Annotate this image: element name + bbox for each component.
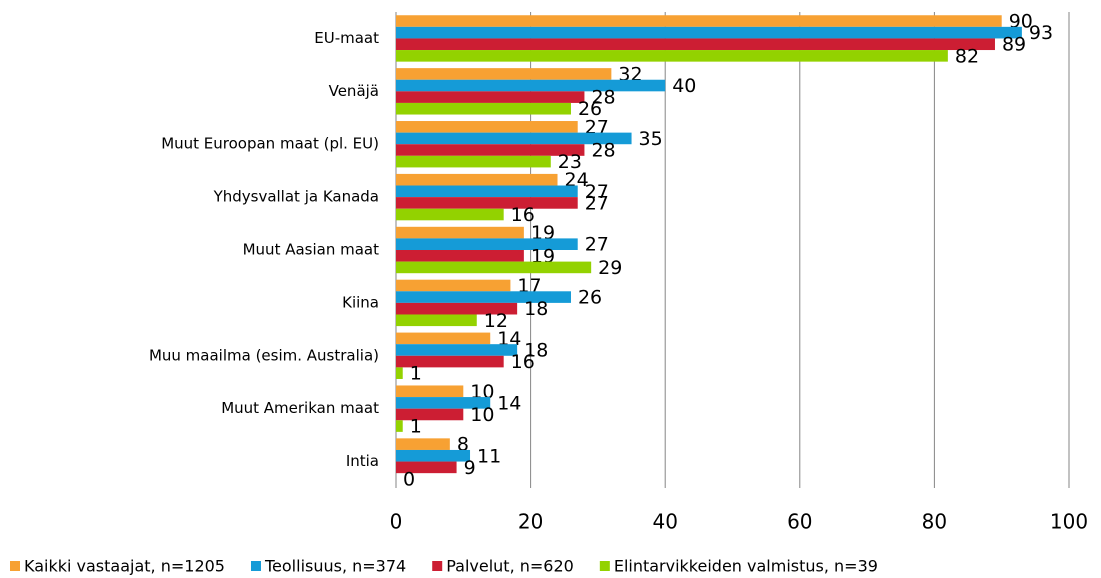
y-tick-label: Venäjä [329,82,379,100]
data-label: 27 [585,181,609,203]
bar [396,38,995,51]
data-label: 23 [558,151,582,173]
data-label: 40 [672,75,696,97]
data-label: 26 [578,287,602,309]
data-label: 82 [955,45,979,67]
bar [396,344,518,356]
bar [396,302,518,315]
bar [396,50,948,62]
bar [396,208,504,221]
data-label: 26 [578,98,602,120]
legend-label: Teollisuus, n=374 [264,557,406,576]
data-label: 0 [403,468,415,490]
bar [396,397,491,409]
data-label: 89 [1002,34,1026,56]
bar [396,197,578,209]
bar [396,144,585,156]
data-label: 93 [1029,22,1053,44]
data-label: 11 [477,445,501,467]
bar [396,155,551,168]
x-tick-label: 60 [787,510,812,534]
bar [396,291,571,303]
bar [396,15,1002,27]
data-label: 27 [585,192,609,214]
data-label: 16 [511,351,535,373]
legend-label: Elintarvikkeiden valmistus, n=39 [614,557,878,576]
bar [396,250,524,262]
bar [396,132,632,145]
data-label: 10 [470,404,494,426]
bar [396,26,1022,39]
bar [396,238,578,250]
bar [396,173,558,186]
data-label: 9 [464,457,476,479]
bar [396,385,464,398]
data-label: 12 [484,310,508,332]
data-label: 28 [591,87,615,109]
legend-swatch [432,561,443,571]
x-tick-label: 40 [652,510,677,534]
data-label: 14 [497,392,521,414]
bar [396,261,592,274]
bar [396,279,511,292]
y-tick-label: Muut Euroopan maat (pl. EU) [161,135,379,153]
data-label: 28 [591,140,615,162]
y-tick-label: Muut Aasian maat [243,241,380,259]
bar [396,314,477,327]
y-tick-label: Muu maailma (esim. Australia) [149,346,379,364]
x-tick-label: 80 [922,510,947,534]
bar [396,408,464,421]
legend-label: Palvelut, n=620 [446,557,574,576]
bar [396,420,403,432]
bar [396,355,504,368]
legend-swatch [10,561,20,571]
bar [396,68,612,80]
bar [396,367,403,379]
x-tick-label: 20 [518,510,543,534]
legend-label: Kaikki vastaajat, n=1205 [24,557,225,576]
y-tick-label: EU-maat [314,29,379,47]
data-label: 1 [410,416,422,438]
data-label: 1 [410,363,422,385]
bar [396,185,578,198]
bar [396,461,457,474]
y-tick-label: Yhdysvallat ja Kanada [213,188,379,206]
x-tick-label: 100 [1050,510,1088,534]
bar [396,91,585,103]
bar [396,438,450,450]
bar [396,332,491,345]
legend-swatch [250,561,261,571]
data-label: 29 [598,257,622,279]
bar [396,79,666,92]
y-tick-label: Kiina [342,293,379,311]
data-label: 27 [585,234,609,256]
legend-swatch [599,561,610,571]
y-tick-label: Muut Amerikan maat [221,399,379,417]
data-label: 18 [524,298,548,320]
y-tick-label: Intia [346,452,379,470]
bar [396,449,471,462]
bar [396,121,578,133]
data-label: 18 [524,339,548,361]
bar [396,102,571,115]
data-label: 16 [511,204,535,226]
data-label: 35 [639,128,663,150]
bar [396,226,524,239]
x-tick-label: 0 [390,510,403,534]
